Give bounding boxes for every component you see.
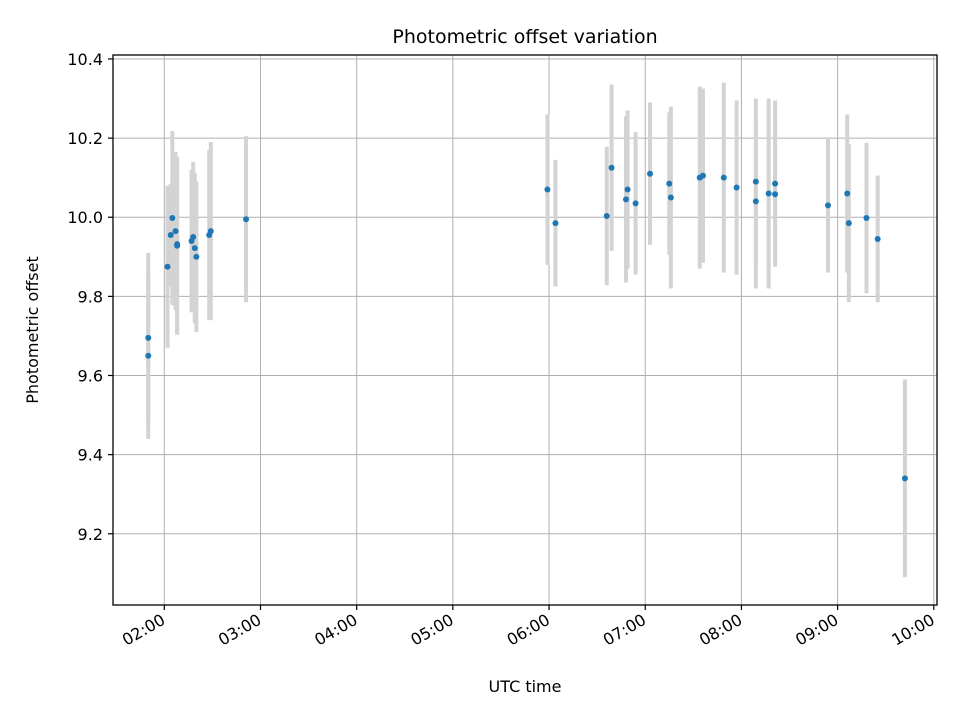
data-point	[193, 253, 200, 260]
chart-title: Photometric offset variation	[392, 26, 657, 48]
data-point	[624, 186, 631, 193]
data-point	[145, 352, 152, 359]
y-tick-label: 9.2	[78, 525, 103, 544]
data-point	[552, 220, 559, 227]
y-axis: 9.2 9.4 9.6 9.8 10.0 10.2 10.4	[67, 50, 113, 544]
data-point	[845, 220, 852, 227]
data-point	[632, 200, 639, 207]
data-point	[243, 216, 250, 223]
data-point	[667, 194, 674, 201]
data-point	[720, 174, 727, 181]
x-axis-title: UTC time	[489, 677, 562, 696]
data-point	[699, 172, 706, 179]
data-points	[145, 164, 908, 482]
y-tick-label: 9.6	[78, 367, 103, 386]
data-point	[164, 263, 171, 270]
data-point	[752, 178, 759, 185]
data-point	[772, 180, 779, 187]
y-tick-label: 10.0	[67, 208, 103, 227]
data-point	[544, 186, 551, 193]
data-point	[863, 215, 870, 222]
plot-frame	[112, 54, 938, 606]
data-point	[901, 475, 908, 482]
data-point	[190, 234, 197, 241]
data-point	[167, 232, 174, 239]
data-point	[772, 191, 779, 198]
data-point	[207, 228, 214, 235]
data-point	[874, 235, 881, 242]
data-point	[844, 190, 851, 197]
data-point	[765, 190, 772, 197]
y-tick-label: 9.4	[78, 446, 103, 465]
y-tick-label: 10.2	[67, 129, 103, 148]
data-point	[603, 213, 610, 220]
grid	[113, 55, 937, 605]
data-point	[174, 241, 181, 248]
data-point	[622, 196, 629, 203]
data-point	[191, 245, 198, 252]
y-axis-title: Photometric offset	[23, 256, 42, 404]
y-tick-label: 9.8	[78, 287, 103, 306]
data-point	[145, 334, 152, 341]
data-point	[647, 170, 654, 177]
data-point	[752, 198, 759, 205]
y-tick-label: 10.4	[67, 50, 103, 69]
data-point	[666, 180, 673, 187]
data-point	[733, 184, 740, 191]
data-point	[172, 228, 179, 235]
data-point	[608, 164, 615, 171]
data-point	[169, 215, 176, 222]
data-point	[824, 202, 831, 209]
